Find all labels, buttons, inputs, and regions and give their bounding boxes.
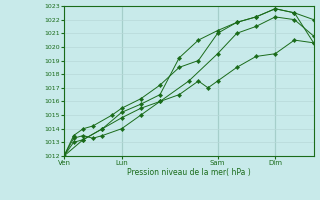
X-axis label: Pression niveau de la mer( hPa ): Pression niveau de la mer( hPa ) — [127, 168, 251, 177]
